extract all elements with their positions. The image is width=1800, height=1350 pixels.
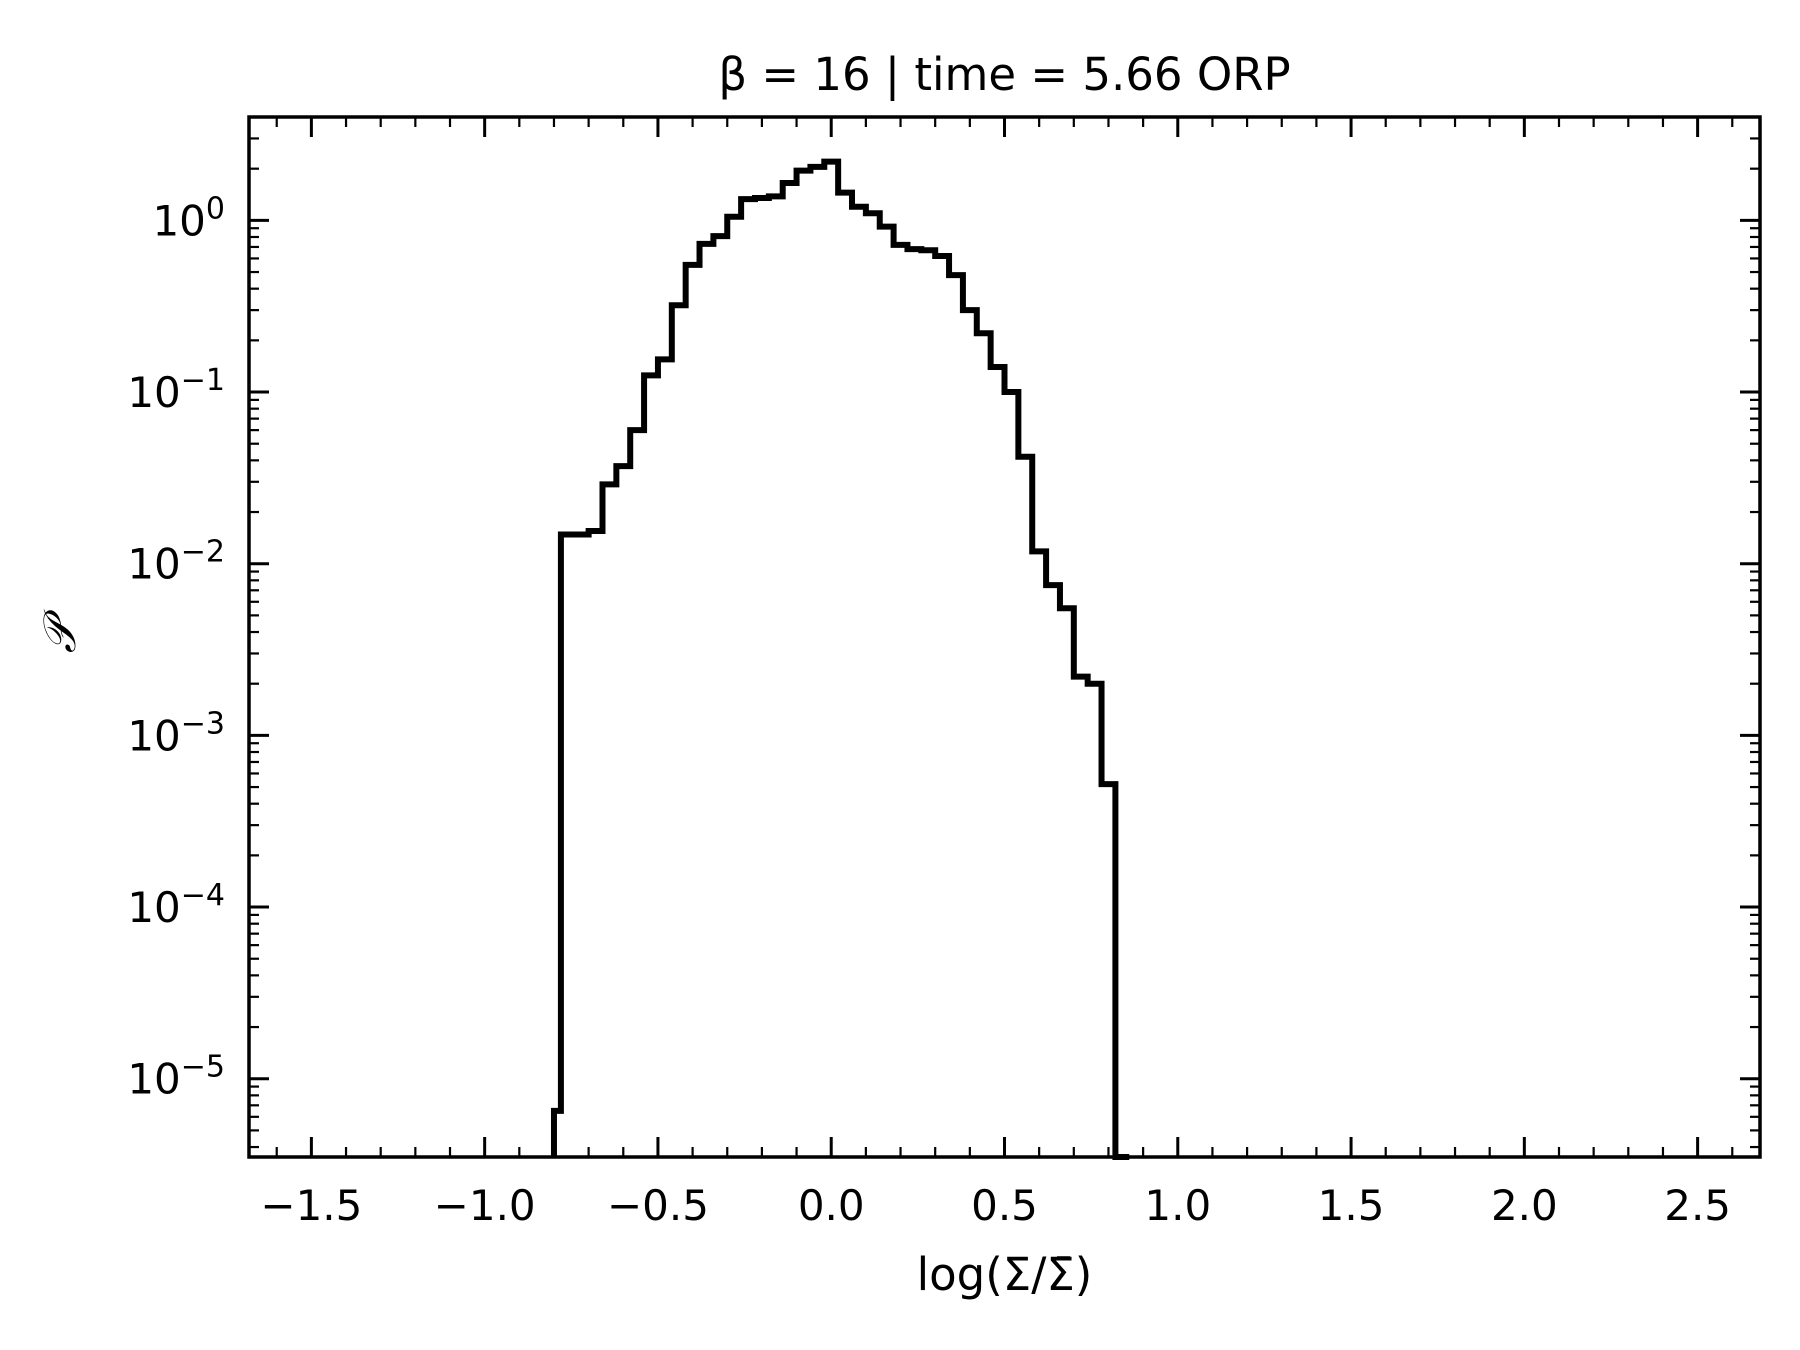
y-axis-label: 𝒫 xyxy=(33,609,86,653)
x-axis-label: log(Σ/Σ̄) xyxy=(917,1248,1093,1301)
y-tick-labels: 10−5 10−4 10−3 10−2 10−1 100 xyxy=(127,191,225,1103)
chart-title: β = 16 | time = 5.66 ORP xyxy=(718,48,1290,101)
y-tick-label: 10−3 xyxy=(127,706,225,760)
x-tick-label: −1.5 xyxy=(260,1181,362,1230)
x-tick-label: 0.0 xyxy=(798,1181,865,1230)
x-tick-label: 2.0 xyxy=(1491,1181,1558,1230)
x-tick-label: 1.5 xyxy=(1318,1181,1385,1230)
x-tick-label: 1.0 xyxy=(1144,1181,1211,1230)
x-tick-labels: −1.5 −1.0 −0.5 0.0 0.5 1.0 1.5 2.0 2.5 xyxy=(260,1181,1731,1230)
x-tick-label: −1.0 xyxy=(434,1181,536,1230)
y-tick-label: 10−4 xyxy=(127,878,225,932)
y-tick-label: 100 xyxy=(152,191,225,245)
y-tick-label: 10−1 xyxy=(127,363,225,417)
histogram-step-line xyxy=(550,158,1130,1160)
tick-marks xyxy=(249,115,1760,1157)
x-tick-label: 2.5 xyxy=(1664,1181,1731,1230)
x-tick-label: −0.5 xyxy=(607,1181,709,1230)
y-tick-label: 10−5 xyxy=(127,1050,225,1104)
plot-frame xyxy=(247,115,1762,1159)
x-tick-label: 0.5 xyxy=(971,1181,1038,1230)
y-tick-label: 10−2 xyxy=(127,535,225,589)
